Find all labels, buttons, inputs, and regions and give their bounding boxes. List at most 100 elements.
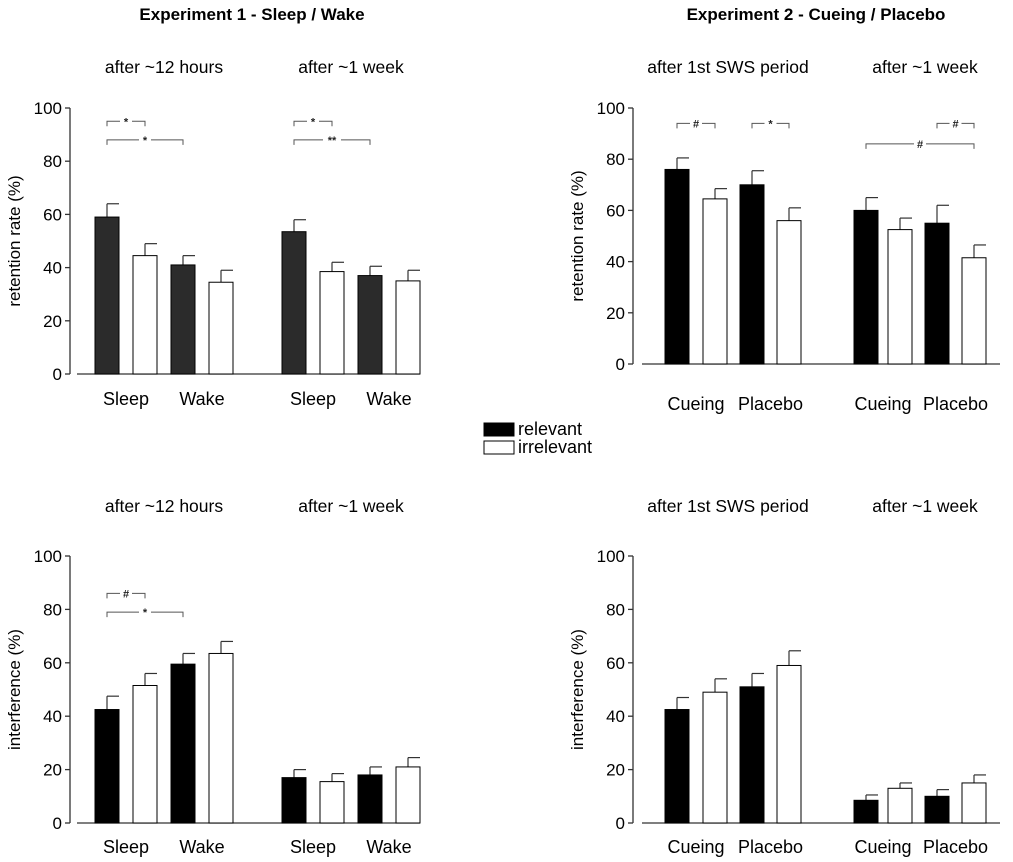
significance-label: ** [328, 135, 337, 147]
y-tick-label: 100 [34, 547, 62, 566]
bar-relevant [170, 663, 196, 824]
bar-relevant [281, 231, 307, 375]
bar-relevant [170, 264, 196, 375]
bar-irrelevant [395, 280, 421, 375]
y-tick-label: 60 [43, 205, 62, 224]
y-tick-label: 40 [606, 253, 625, 272]
significance-bracket [106, 120, 120, 127]
x-category-label: Placebo [923, 394, 988, 414]
significance-bracket [702, 122, 716, 129]
significance-bracket [751, 122, 765, 129]
panel-exp2-retention: retention rate (%) 0 20 40 60 80 100 Cueing Plac… [568, 57, 1000, 414]
significance-label: * [768, 118, 773, 130]
x-category-label: Cueing [854, 394, 911, 414]
legend-swatch-irrelevant [483, 440, 515, 455]
y-tick-label: 80 [606, 600, 625, 619]
significance-label: # [123, 588, 129, 600]
experiment-2-title: Experiment 2 - Cueing / Placebo [687, 5, 946, 24]
legend-label-irrelevant: irrelevant [518, 437, 592, 457]
bar-relevant [357, 275, 383, 375]
y-tick-label: 0 [616, 814, 625, 833]
significance-bracket [776, 122, 790, 129]
bar-irrelevant [132, 255, 158, 375]
y-tick-label: 40 [606, 707, 625, 726]
group-label: after ~1 week [298, 57, 404, 77]
significance-bracket [865, 143, 914, 149]
y-tick-label: 40 [43, 707, 62, 726]
bar-relevant [853, 799, 879, 824]
significance-label: # [917, 139, 923, 151]
x-category-label: Cueing [854, 837, 911, 857]
significance-bracket [293, 139, 323, 145]
bar-relevant [664, 709, 690, 824]
group-label: after ~12 hours [105, 496, 223, 516]
bar-irrelevant [961, 257, 987, 365]
bar-irrelevant [776, 664, 802, 824]
experiment-1-title: Experiment 1 - Sleep / Wake [139, 5, 364, 24]
y-tick-label: 60 [43, 654, 62, 673]
x-category-label: Sleep [103, 389, 149, 409]
y-axis-label: retention rate (%) [568, 170, 587, 301]
bar-irrelevant [776, 220, 802, 365]
y-tick-label: 100 [597, 99, 625, 118]
y-tick-label: 0 [616, 355, 625, 374]
legend-label-relevant: relevant [518, 419, 582, 439]
bar-irrelevant [702, 691, 728, 824]
group-label: after ~1 week [872, 496, 978, 516]
x-category-label: Wake [179, 837, 224, 857]
x-category-label: Wake [366, 837, 411, 857]
x-category-label: Placebo [923, 837, 988, 857]
legend: relevant irrelevant [483, 419, 592, 457]
group-label: after 1st SWS period [647, 57, 808, 77]
y-axis-label: retention rate (%) [5, 175, 24, 306]
x-category-label: Placebo [738, 837, 803, 857]
y-tick-label: 100 [34, 99, 62, 118]
bar-irrelevant [208, 652, 234, 824]
y-tick-label: 60 [606, 201, 625, 220]
bar-relevant [94, 709, 120, 824]
significance-bracket [341, 139, 371, 145]
y-tick-label: 20 [606, 761, 625, 780]
bar-irrelevant [887, 229, 913, 365]
bar-irrelevant [132, 684, 158, 824]
significance-label: # [952, 118, 958, 130]
panel-exp1-retention: retention rate (%) 0 20 40 60 80 100 Sleep Wake S… [5, 57, 421, 409]
significance-bracket [151, 611, 184, 618]
significance-label: * [143, 135, 148, 147]
significance-bracket [106, 592, 120, 599]
x-category-label: Wake [366, 389, 411, 409]
x-category-label: Sleep [290, 837, 336, 857]
significance-bracket [132, 592, 146, 599]
significance-label: # [693, 118, 699, 130]
significance-bracket [319, 120, 333, 127]
bar-relevant [924, 795, 950, 824]
y-tick-label: 100 [597, 547, 625, 566]
bar-relevant [924, 222, 950, 365]
significance-label: * [143, 607, 148, 619]
significance-bracket [936, 122, 950, 129]
panel-exp1-interference: interference (%) 0 20 40 60 80 100 Sleep Wake Sle… [5, 496, 421, 857]
significance-bracket [151, 139, 184, 145]
group-label: after ~12 hours [105, 57, 223, 77]
significance-bracket [676, 122, 690, 129]
y-axis-label: interference (%) [568, 629, 587, 750]
significance-bracket [926, 143, 975, 149]
group-label: after ~1 week [872, 57, 978, 77]
x-category-label: Wake [179, 389, 224, 409]
y-tick-label: 0 [53, 814, 62, 833]
x-category-label: Sleep [103, 837, 149, 857]
y-tick-label: 80 [606, 150, 625, 169]
significance-bracket [106, 611, 139, 618]
significance-bracket [106, 139, 139, 145]
bar-irrelevant [887, 787, 913, 824]
y-axis-label: interference (%) [5, 629, 24, 750]
bar-relevant [853, 209, 879, 365]
y-tick-label: 60 [606, 654, 625, 673]
significance-label: * [311, 116, 316, 128]
bar-relevant [94, 216, 120, 375]
x-category-label: Cueing [667, 394, 724, 414]
bar-relevant [357, 774, 383, 824]
significance-label: * [124, 116, 129, 128]
significance-bracket [961, 122, 975, 129]
